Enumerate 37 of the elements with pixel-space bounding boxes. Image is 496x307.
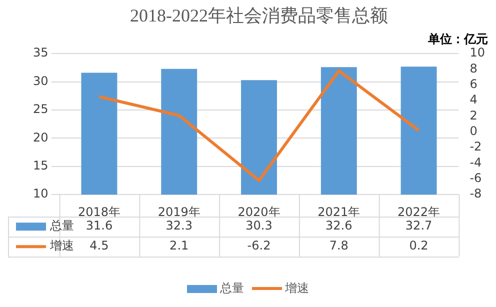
data-label: 32.7 bbox=[405, 218, 432, 233]
y2-tick-label: -8 bbox=[470, 186, 482, 201]
text: 总量 bbox=[220, 281, 244, 295]
x-tick-label: 2019年 bbox=[158, 204, 200, 219]
y-tick-label: 10 bbox=[32, 186, 48, 201]
text: 单位：亿元 bbox=[427, 32, 488, 46]
data-label: 32.6 bbox=[326, 218, 352, 233]
y-tick-label: 25 bbox=[32, 102, 48, 116]
y2-tick-label: -6 bbox=[470, 171, 482, 186]
chart-title: 2018-2022年社会消费品零售总额 bbox=[130, 6, 388, 26]
data-label: 30.3 bbox=[246, 218, 272, 233]
text: 增速 bbox=[285, 281, 309, 295]
data-label: 0.2 bbox=[409, 238, 428, 253]
y2-tick-label: 4 bbox=[470, 92, 478, 107]
y2-tick-label: -2 bbox=[470, 140, 482, 154]
data-label: -6.2 bbox=[247, 238, 271, 253]
y2-tick-label: 6 bbox=[470, 77, 478, 92]
y-tick-label: 35 bbox=[32, 46, 48, 60]
data-label: 7.8 bbox=[329, 238, 348, 253]
x-tick-label: 2020年 bbox=[238, 204, 280, 219]
y2-tick-label: 2 bbox=[470, 108, 478, 122]
y-tick-label: 20 bbox=[32, 130, 48, 144]
legend-label: 增速 bbox=[49, 238, 74, 253]
y2-tick-label: -4 bbox=[470, 155, 482, 170]
y2-tick-label: 8 bbox=[470, 61, 478, 76]
y-tick-label: 15 bbox=[32, 158, 48, 173]
data-label: 4.5 bbox=[90, 238, 109, 253]
x-tick-label: 2022年 bbox=[398, 204, 440, 219]
y-tick-label: 30 bbox=[32, 74, 48, 88]
x-tick-label: 2021年 bbox=[318, 204, 360, 219]
y2-tick-label: 10 bbox=[470, 46, 486, 60]
data-label: 2.1 bbox=[170, 238, 189, 253]
x-tick-label: 2018年 bbox=[78, 204, 120, 219]
y2-tick-label: 0 bbox=[470, 124, 478, 138]
data-label: 32.3 bbox=[166, 218, 192, 233]
data-label: 31.6 bbox=[86, 218, 113, 233]
legend-label: 总量 bbox=[49, 218, 74, 233]
